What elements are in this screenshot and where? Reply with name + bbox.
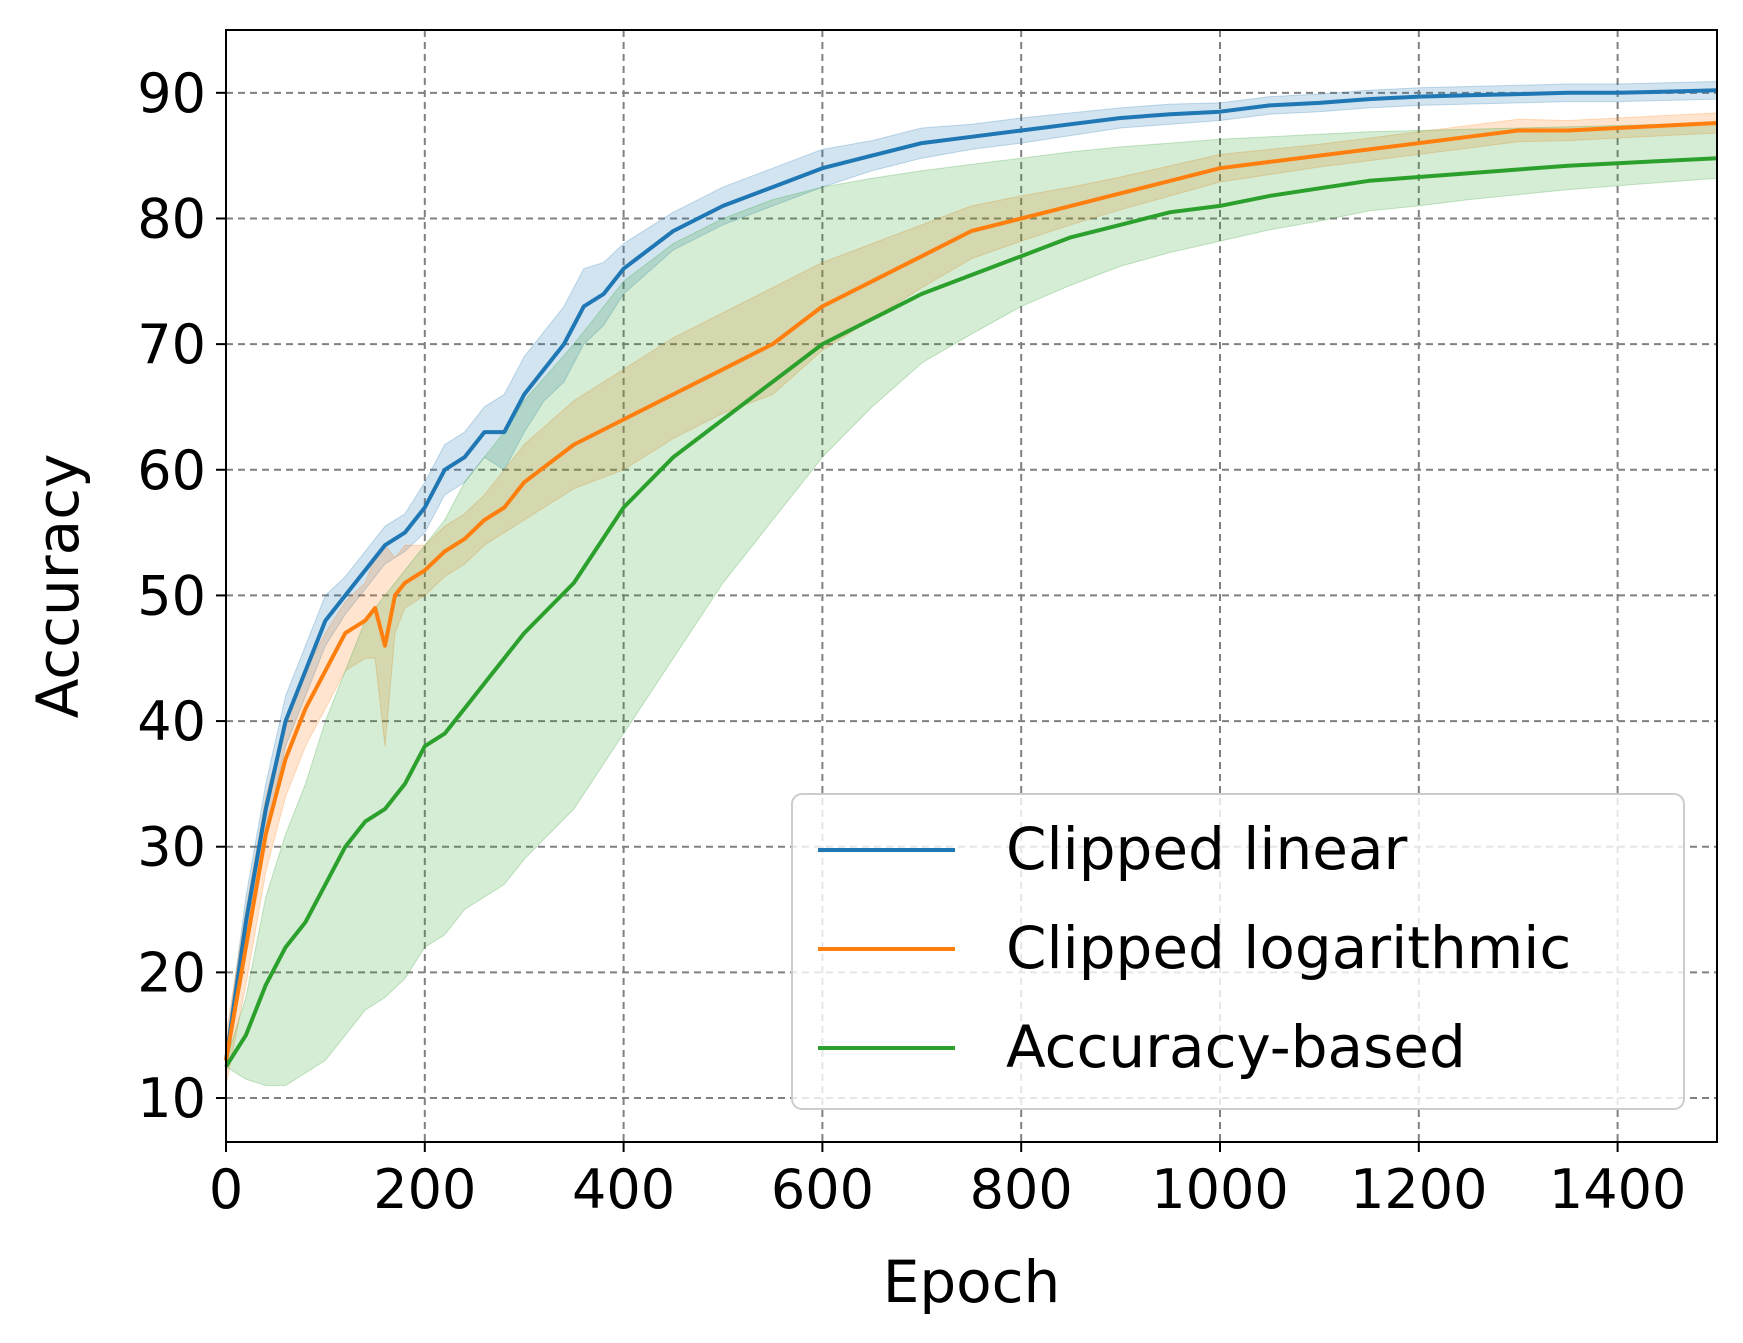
y-tick-label-0: 10 xyxy=(137,1067,206,1130)
line-accuracy-based xyxy=(224,156,1718,1068)
y-tick-label-4: 50 xyxy=(137,564,206,627)
x-tick-label-2: 400 xyxy=(572,1158,675,1221)
legend-label-clipped-logarithmic: Clipped logarithmic xyxy=(1006,914,1571,982)
y-tick-label-3: 40 xyxy=(137,690,206,753)
line-clipped-linear xyxy=(224,88,1718,1061)
line-clipped-logarithmic xyxy=(224,121,1718,1061)
y-axis-title: Accuracy xyxy=(24,454,92,719)
x-tick-label-0: 0 xyxy=(209,1158,243,1221)
legend-box xyxy=(791,793,1685,1110)
plot-frame xyxy=(225,29,1718,1143)
series-lines xyxy=(224,88,1718,1068)
legend-label-clipped-linear: Clipped linear xyxy=(1006,815,1408,883)
x-tick-label-6: 1200 xyxy=(1350,1158,1487,1221)
y-tick-label-2: 30 xyxy=(137,816,206,879)
x-axis-title: Epoch xyxy=(883,1248,1061,1316)
y-tick-label-6: 70 xyxy=(137,313,206,376)
y-tick-label-8: 90 xyxy=(137,62,206,125)
y-axis-ticks: 10 20 30 40 50 60 70 80 90 xyxy=(137,62,226,1130)
x-axis-ticks: 0 200 400 600 800 1000 1200 1400 xyxy=(209,1142,1686,1221)
y-tick-label-5: 60 xyxy=(137,439,206,502)
x-tick-label-1: 200 xyxy=(373,1158,476,1221)
y-tick-label-7: 80 xyxy=(137,187,206,250)
x-tick-label-5: 1000 xyxy=(1151,1158,1288,1221)
x-tick-label-7: 1400 xyxy=(1549,1158,1686,1221)
x-tick-label-4: 800 xyxy=(970,1158,1073,1221)
y-tick-label-1: 20 xyxy=(137,941,206,1004)
legend-label-accuracy-based: Accuracy-based xyxy=(1006,1013,1466,1081)
x-tick-label-3: 600 xyxy=(771,1158,874,1221)
legend: Clipped linear Clipped logarithmic Accurac… xyxy=(791,793,1685,1110)
